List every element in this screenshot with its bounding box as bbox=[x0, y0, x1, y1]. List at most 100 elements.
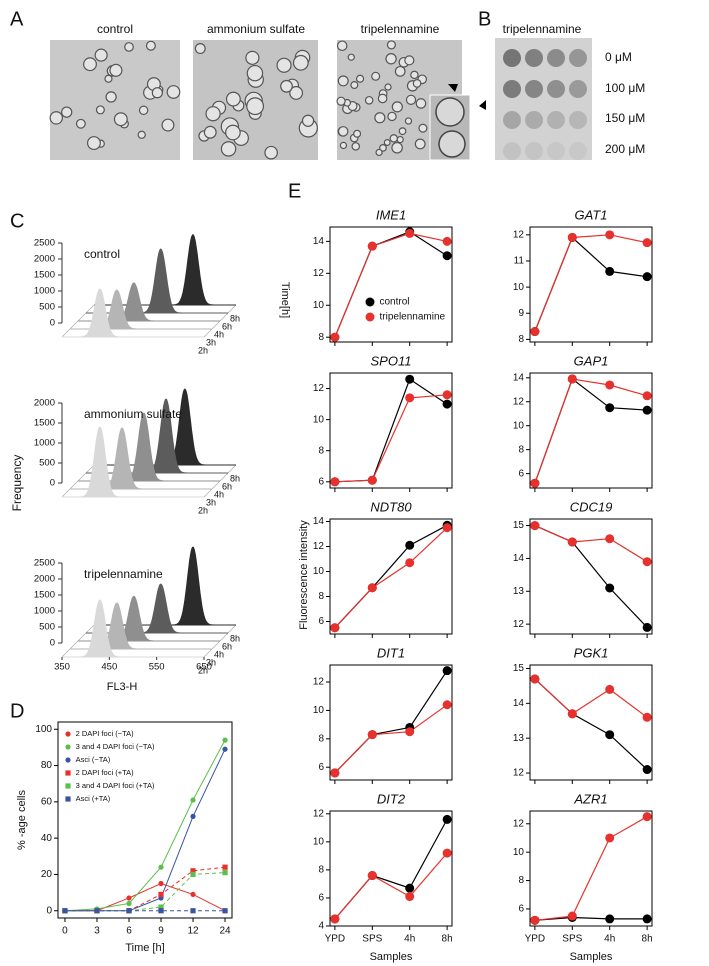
chart-title: DIT2 bbox=[377, 791, 406, 806]
marker bbox=[405, 393, 415, 403]
cell bbox=[109, 63, 123, 77]
spot bbox=[503, 80, 521, 98]
y-tick-label: 8 bbox=[518, 334, 524, 345]
y-tick-label: 12 bbox=[313, 677, 325, 688]
chart-title: NDT80 bbox=[370, 499, 412, 514]
cell bbox=[377, 93, 388, 104]
cell bbox=[145, 40, 156, 51]
cell bbox=[336, 96, 346, 106]
legend-marker bbox=[65, 770, 71, 776]
plot-frame bbox=[529, 664, 653, 781]
cell bbox=[220, 141, 237, 157]
legend-marker bbox=[65, 757, 71, 763]
cell bbox=[386, 40, 396, 50]
legend-label: Asci (−TA) bbox=[76, 755, 111, 764]
y-axis-label: Fluorescence intensity bbox=[298, 520, 310, 630]
x-tick-label: 12 bbox=[187, 926, 199, 937]
y-tick-label: 2000 bbox=[34, 254, 55, 265]
marker bbox=[367, 871, 377, 881]
y-tick-label: 13 bbox=[513, 586, 525, 597]
marker bbox=[126, 895, 132, 901]
chart-title: SPO11 bbox=[371, 353, 412, 368]
marker bbox=[330, 477, 340, 487]
cell bbox=[113, 112, 128, 127]
chart-title: AZR1 bbox=[573, 791, 607, 806]
marker bbox=[222, 870, 228, 876]
marker bbox=[442, 251, 452, 261]
spot bbox=[569, 49, 587, 67]
cell bbox=[355, 74, 365, 83]
y-tick-label: 12 bbox=[513, 229, 525, 240]
marker bbox=[190, 908, 196, 914]
marker bbox=[158, 904, 164, 910]
cell bbox=[280, 79, 293, 93]
x-tick-label: SPS bbox=[562, 934, 582, 945]
legend-label: 2 DAPI foci (−TA) bbox=[76, 729, 135, 738]
marker bbox=[442, 848, 452, 858]
cell bbox=[394, 65, 406, 77]
cell bbox=[351, 142, 361, 151]
cell bbox=[364, 95, 374, 105]
concentration-label: 0 μM bbox=[605, 50, 632, 64]
marker bbox=[605, 230, 615, 240]
image-caption: tripelennamine bbox=[361, 22, 440, 36]
y-tick-label: 8 bbox=[318, 332, 324, 343]
legend-marker bbox=[65, 783, 71, 789]
legend-marker bbox=[365, 312, 375, 322]
y-tick-label: 10 bbox=[513, 420, 525, 431]
z-axis-label: Time[h] bbox=[279, 282, 291, 318]
y-tick-label: 13 bbox=[513, 733, 525, 744]
series-line bbox=[534, 678, 648, 770]
marker bbox=[442, 236, 452, 246]
cell bbox=[391, 101, 403, 113]
x-tick-label: YPD bbox=[525, 934, 546, 945]
depth-label: 8h bbox=[230, 633, 240, 643]
concentration-label: 100 μM bbox=[605, 81, 645, 95]
marker bbox=[330, 623, 340, 633]
marker bbox=[567, 911, 577, 921]
cell bbox=[438, 130, 466, 158]
x-tick-label: 6 bbox=[126, 926, 132, 937]
panel-label: C bbox=[10, 210, 24, 232]
cell bbox=[415, 98, 427, 109]
concentration-label: 200 μM bbox=[605, 142, 645, 156]
cell bbox=[105, 91, 117, 103]
cell bbox=[61, 106, 73, 118]
cell bbox=[379, 143, 387, 152]
y-tick-label: 2500 bbox=[34, 238, 55, 249]
y-tick-label: 40 bbox=[41, 833, 53, 844]
marker bbox=[405, 374, 415, 384]
x-tick-label: 9 bbox=[158, 926, 164, 937]
marker bbox=[158, 891, 164, 898]
y-tick-label: 10 bbox=[513, 847, 525, 858]
marker bbox=[642, 712, 652, 722]
cell bbox=[245, 50, 260, 65]
y-tick-label: 15 bbox=[513, 520, 525, 531]
cell bbox=[86, 136, 101, 151]
marker bbox=[222, 737, 228, 743]
cell bbox=[412, 79, 422, 88]
x-tick-label: YPD bbox=[325, 934, 346, 945]
y-tick-label: 1000 bbox=[34, 286, 55, 297]
y-tick-label: 500 bbox=[39, 302, 55, 313]
legend-marker bbox=[65, 731, 71, 737]
marker bbox=[442, 700, 452, 710]
series-line bbox=[334, 704, 448, 774]
cell bbox=[350, 81, 359, 90]
series-line bbox=[534, 678, 648, 718]
legend-label: 2 DAPI foci (+TA) bbox=[76, 768, 135, 777]
cell bbox=[246, 64, 264, 82]
y-tick-label: 100 bbox=[35, 724, 52, 735]
cell bbox=[404, 117, 413, 125]
series-line bbox=[534, 916, 648, 921]
spot bbox=[569, 142, 587, 160]
depth-label: 8h bbox=[230, 313, 240, 323]
marker bbox=[567, 374, 577, 384]
spot bbox=[547, 142, 565, 160]
cell bbox=[203, 125, 217, 139]
chart-title: GAT1 bbox=[575, 207, 608, 222]
y-tick-label: 8 bbox=[518, 444, 524, 455]
spot bbox=[503, 142, 521, 160]
marker bbox=[94, 908, 100, 914]
y-tick-label: 2500 bbox=[34, 558, 55, 569]
